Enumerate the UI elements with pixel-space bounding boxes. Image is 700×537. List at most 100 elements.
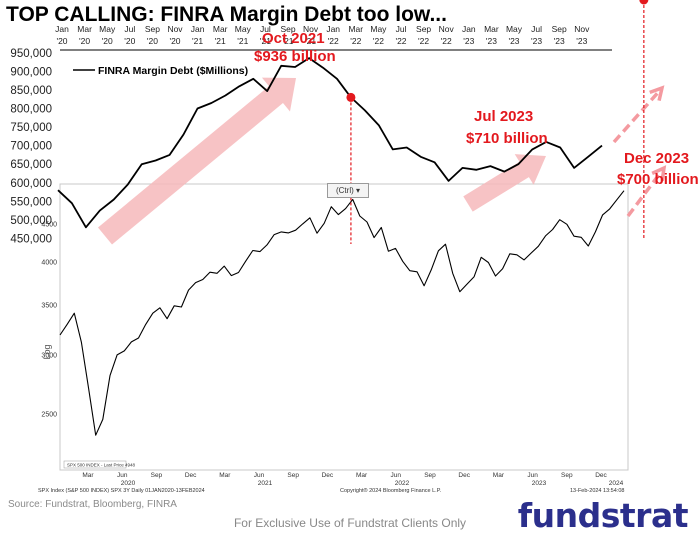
- margin-x-tick-year: '22: [328, 36, 339, 46]
- arrow-up-high-head: [649, 85, 665, 102]
- spx-x-month-label: Jun: [527, 472, 538, 479]
- spx-series: [59, 190, 625, 436]
- margin-x-tick-year: '23: [554, 36, 565, 46]
- margin-x-tick-year: '20: [124, 36, 135, 46]
- spx-plot-border: [59, 183, 629, 471]
- spx-footer-center: Copyright® 2024 Bloomberg Finance L.P.: [340, 487, 442, 494]
- margin-x-tick-year: '20: [79, 36, 90, 46]
- spx-footer-right: 13-Feb-2024 13:54:08: [570, 488, 624, 494]
- paste-options-button[interactable]: (Ctrl) ▾: [327, 183, 369, 198]
- spx-x-month-label: Sep: [561, 472, 573, 479]
- margin-x-tick-month: Sep: [416, 24, 431, 34]
- margin-x-tick-year: '20: [102, 36, 113, 46]
- margin-debt-axis: 450,000 500,000 550,000 600,000 650,000 700,0…: [10, 24, 590, 245]
- annotations: Oct 2021$936 billion Jul 2023 $710 billion…: [254, 0, 699, 244]
- margin-x-tick-year: '20: [56, 36, 67, 46]
- annotation-value: $710 billion: [466, 130, 548, 147]
- spx-y-tick-label: 4500: [41, 221, 57, 228]
- brand-logo: fundstrat: [517, 496, 689, 535]
- chart-title: TOP CALLING: FINRA Margin Debt too low..…: [6, 3, 447, 26]
- arrow-up-high-line: [612, 86, 664, 144]
- margin-x-tick-year: '21: [282, 36, 293, 46]
- margin-x-tick-year: '22: [395, 36, 406, 46]
- spx-x-month-label: Mar: [219, 472, 231, 479]
- margin-x-tick-month: Jan: [326, 24, 340, 34]
- trend-arrows: [97, 77, 667, 245]
- spx-y-tick-label: 2500: [41, 411, 57, 418]
- margin-x-tick-month: Mar: [77, 24, 92, 34]
- margin-x-tick-year: '21: [260, 36, 271, 46]
- margin-x-tick-year: '22: [350, 36, 361, 46]
- spx-x-month-label: Sep: [287, 472, 299, 479]
- margin-y-tick-label: 900,000: [10, 66, 52, 78]
- exclusive-note: For Exclusive Use of Fundstrat Clients O…: [233, 516, 467, 530]
- margin-y-tick-label: 850,000: [10, 85, 52, 97]
- margin-legend-label: FINRA Margin Debt ($Millions): [98, 65, 248, 77]
- spx-line: [59, 190, 625, 436]
- spx-x-month-label: Mar: [493, 472, 505, 479]
- margin-x-tick-month: Mar: [348, 24, 363, 34]
- annotation-date: Jul 2023: [474, 108, 533, 125]
- spx-legend-label: SPX 500 INDEX - Last Price 4948: [67, 463, 136, 468]
- spx-x-month-label: Jun: [117, 472, 128, 479]
- spx-x-year-label: 2023: [532, 480, 547, 487]
- arrow-2023-shape: [463, 154, 546, 212]
- margin-x-tick-month: May: [235, 24, 252, 34]
- margin-x-tick-year: '23: [531, 36, 542, 46]
- arrow-up-low: [626, 165, 667, 218]
- source-note: Source: Fundstrat, Bloomberg, FINRA: [8, 499, 177, 510]
- spx-x-month-label: Mar: [356, 472, 368, 479]
- spx-y-tick-label: 4000: [41, 259, 57, 266]
- margin-x-tick-month: Jul: [260, 24, 271, 34]
- margin-x-tick-month: Mar: [213, 24, 228, 34]
- margin-x-tick-year: '21: [215, 36, 226, 46]
- spx-y-axis-label: Log: [42, 344, 52, 359]
- margin-x-tick-month: Nov: [439, 24, 455, 34]
- margin-x-tick-year: '21: [237, 36, 248, 46]
- margin-x-tick-month: May: [370, 24, 387, 34]
- margin-x-tick-year: '22: [441, 36, 452, 46]
- margin-x-tick-year: '23: [576, 36, 587, 46]
- annotation-marker: [639, 0, 649, 5]
- annotation-date: Oct 2021: [262, 30, 325, 47]
- margin-y-tick-label: 700,000: [10, 141, 52, 153]
- margin-x-tick-year: '22: [373, 36, 384, 46]
- spx-x-year-label: 2021: [258, 480, 273, 487]
- margin-x-tick-year: '21: [192, 36, 203, 46]
- margin-x-tick-month: Mar: [484, 24, 499, 34]
- margin-y-tick-label: 600,000: [10, 178, 52, 190]
- spx-x-month-label: Mar: [82, 472, 94, 479]
- margin-y-tick-label: 450,000: [10, 233, 52, 245]
- spx-x-month-label: Sep: [151, 472, 163, 479]
- margin-x-tick-month: Nov: [167, 24, 183, 34]
- annotation-marker: [346, 92, 356, 102]
- annotation-value: $936 billion: [254, 48, 336, 65]
- margin-x-tick-year: '21: [305, 36, 316, 46]
- margin-x-tick-month: May: [506, 24, 523, 34]
- spx-x-month-label: Dec: [322, 472, 334, 479]
- chart-frame: [59, 49, 629, 471]
- margin-x-tick-month: Nov: [574, 24, 590, 34]
- margin-x-tick-month: Jul: [396, 24, 407, 34]
- margin-x-tick-year: '20: [169, 36, 180, 46]
- margin-x-tick-month: Sep: [552, 24, 567, 34]
- margin-debt-series: [57, 57, 603, 229]
- margin-y-tick-label: 650,000: [10, 159, 52, 171]
- spx-axis: 2500 3000 3500 4000 4500 Log Mar Jun Sep Dec Mar Ju…: [38, 221, 624, 494]
- spx-x-month-label: Dec: [458, 472, 470, 479]
- margin-x-tick-month: May: [99, 24, 116, 34]
- margin-y-tick-label: 800,000: [10, 104, 52, 116]
- margin-x-tick-month: Jan: [55, 24, 69, 34]
- margin-x-tick-year: '23: [508, 36, 519, 46]
- spx-x-year-label: 2020: [121, 480, 136, 487]
- arrow-up-low-line: [626, 166, 666, 218]
- spx-x-year-label: 2024: [609, 480, 624, 487]
- margin-x-tick-year: '23: [463, 36, 474, 46]
- arrow-up-low-head: [651, 165, 667, 182]
- spx-x-month-label: Dec: [595, 472, 607, 479]
- margin-x-tick-year: '22: [418, 36, 429, 46]
- arrow-2020-2021-shape: [97, 77, 297, 245]
- spx-y-tick-label: 3500: [41, 302, 57, 309]
- annotation-date: Dec 2023: [624, 150, 689, 167]
